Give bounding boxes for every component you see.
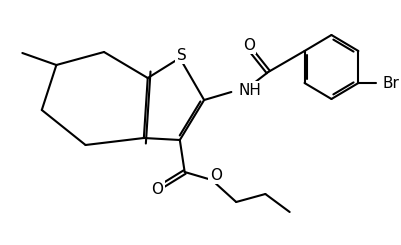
Text: O: O [152, 182, 164, 196]
Text: Br: Br [383, 75, 399, 90]
Text: S: S [177, 48, 186, 62]
Text: NH: NH [238, 83, 261, 98]
Text: O: O [243, 37, 255, 52]
Text: O: O [210, 168, 222, 183]
